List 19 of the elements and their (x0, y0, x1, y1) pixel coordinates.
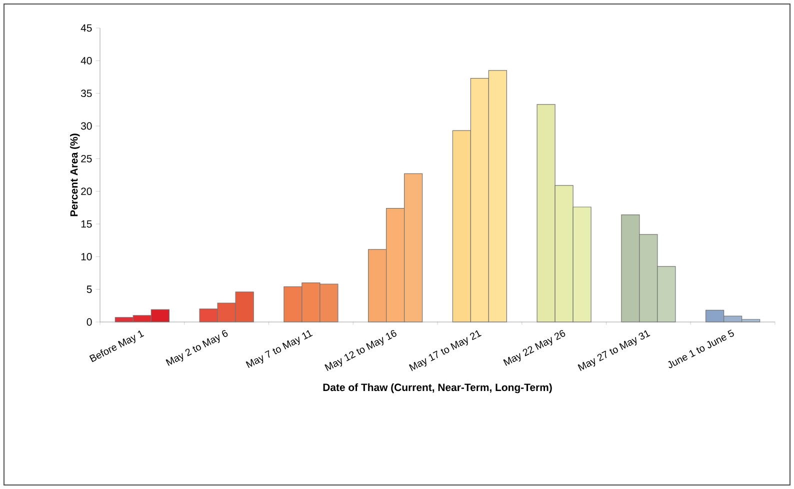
y-tick-label: 15 (81, 220, 92, 228)
y-tick-label: 30 (80, 122, 92, 130)
y-tick-label: 25 (81, 154, 92, 162)
x-axis-title: Date of Thaw (Current, Near-Term, Long-Term) (323, 383, 552, 394)
x-tick-label: May 22 May 26 (503, 330, 566, 366)
x-tick-label: May 27 to May 31 (578, 330, 650, 371)
y-tick-label: 10 (81, 252, 92, 260)
y-tick-label: 40 (80, 56, 92, 64)
y-tick-label: 45 (80, 24, 92, 32)
y-tick-label: 0 (86, 318, 92, 326)
x-tick-label: May 12 to May 16 (324, 330, 396, 371)
y-tick-label: 20 (81, 188, 92, 196)
x-tick-label: May 17 to May 21 (408, 330, 482, 371)
y-axis-title: Percent Area (%) (70, 134, 80, 216)
y-tick-label: 5 (86, 286, 92, 293)
x-tick-label: May 7 to May 11 (246, 330, 313, 368)
x-tick-label: May 2 to May 6 (166, 330, 228, 366)
y-tick-label: 35 (80, 90, 92, 98)
x-tick-label: June 1 to June 5 (668, 330, 734, 368)
